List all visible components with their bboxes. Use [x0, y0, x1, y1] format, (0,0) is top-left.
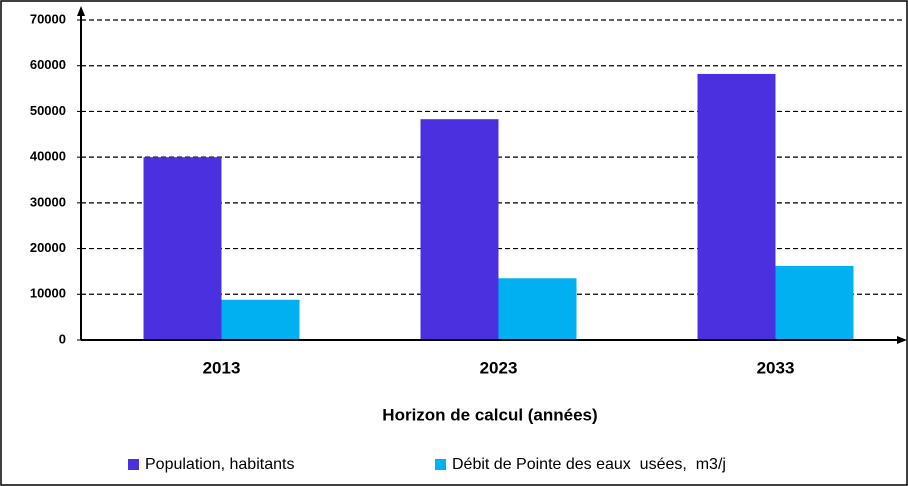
- x-axis-label: Horizon de calcul (années): [382, 405, 597, 424]
- y-tick-label: 70000: [30, 11, 66, 26]
- y-tick-label: 10000: [30, 286, 66, 301]
- y-tick-label: 0: [59, 331, 66, 346]
- x-tick-label: 2013: [203, 358, 241, 377]
- x-tick-label: 2033: [757, 358, 795, 377]
- legend-swatch: [435, 459, 446, 470]
- y-tick-label: 20000: [30, 240, 66, 255]
- x-axis-arrow: [897, 336, 907, 344]
- bar: [498, 278, 577, 340]
- y-tick-label: 40000: [30, 149, 66, 164]
- x-tick-label: 2023: [480, 358, 518, 377]
- bar: [697, 73, 776, 340]
- y-axis-arrow: [77, 6, 85, 16]
- bar: [775, 265, 854, 340]
- legend-swatch: [128, 459, 139, 470]
- legend-label: Population, habitants: [145, 456, 294, 473]
- y-tick-label: 50000: [30, 103, 66, 118]
- bar: [143, 157, 222, 340]
- legend-label: Débit de Pointe des eaux usées, m3/j: [452, 456, 726, 473]
- y-tick-label: 60000: [30, 57, 66, 72]
- bar: [420, 119, 499, 340]
- y-tick-label: 30000: [30, 194, 66, 209]
- bar: [221, 299, 300, 340]
